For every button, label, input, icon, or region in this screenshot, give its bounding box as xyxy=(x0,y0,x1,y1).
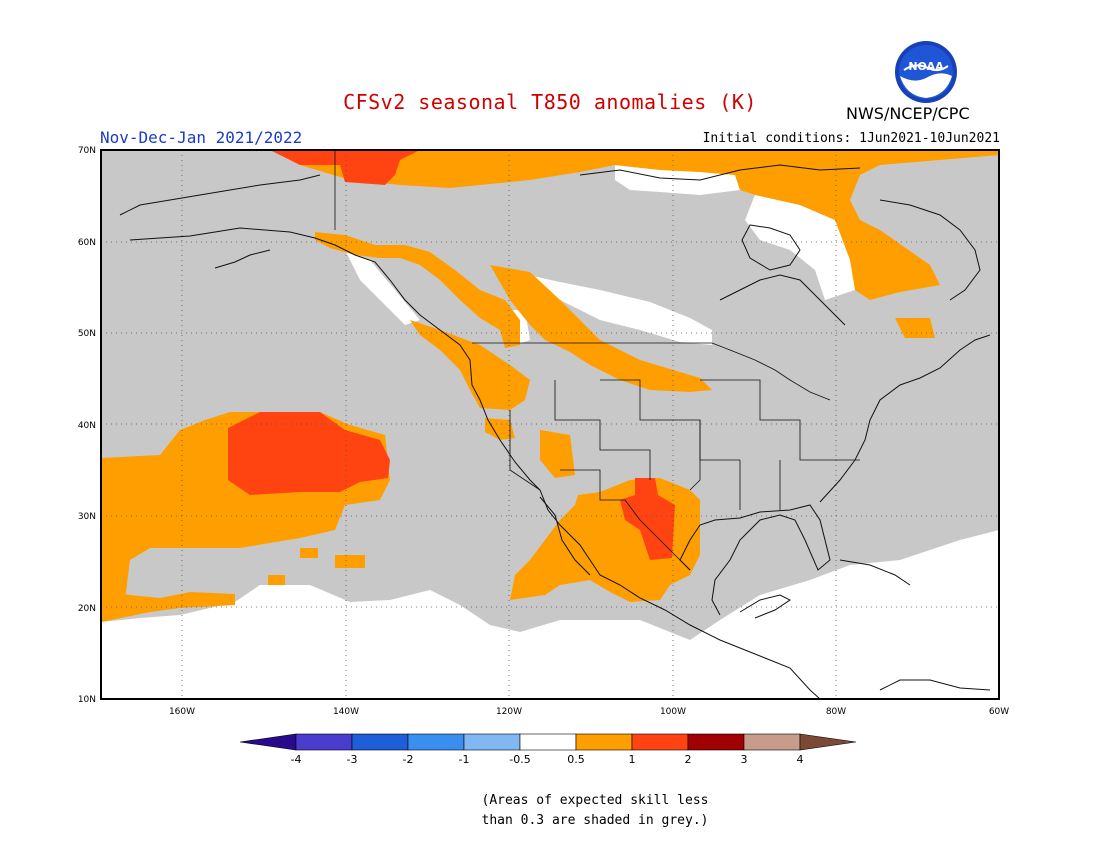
colorbar-label: -2 xyxy=(403,753,414,766)
colorbar-label: -1 xyxy=(459,753,470,766)
lat-ticks: 10N 20N 30N 40N 50N 60N 70N xyxy=(78,146,96,705)
skill-note-line1: (Areas of expected skill less xyxy=(481,793,709,808)
lat-tick-label: 60N xyxy=(78,238,96,248)
coastlines xyxy=(119,164,991,699)
anomaly-0p5-1-rockies xyxy=(490,265,712,392)
no-signal-region-hudson xyxy=(745,195,855,300)
colorbar-segment xyxy=(295,733,353,751)
no-signal-region-bc xyxy=(345,250,420,325)
colorbar-segment xyxy=(407,733,465,751)
colorbar-label: 3 xyxy=(741,753,748,766)
colorbar-label: 1 xyxy=(629,753,636,766)
colorbar-segment xyxy=(631,733,689,751)
anomaly-0p5-1-southwest xyxy=(485,418,515,440)
lon-tick-label: 120W xyxy=(496,707,522,717)
anomaly-0p5-1-small-b xyxy=(335,555,365,568)
map-frame xyxy=(100,149,1000,700)
lon-tick-label: 80W xyxy=(826,707,846,717)
anomaly-0p5-1-labrador xyxy=(895,318,935,338)
colorbar-segment xyxy=(463,733,521,751)
lat-tick-label: 70N xyxy=(78,146,96,156)
noaa-logo-icon: NOAA xyxy=(895,41,957,103)
colorbar-arrow-high xyxy=(799,733,857,751)
colorbar-segment xyxy=(519,733,577,751)
colorbar-label: -4 xyxy=(291,753,302,766)
colorbar-segment xyxy=(351,733,409,751)
lat-tick-label: 10N xyxy=(78,695,96,705)
anomaly-0p5-1-nevada xyxy=(540,430,575,478)
anomaly-1-2-texas xyxy=(620,478,675,560)
anomaly-0p5-1-small-a xyxy=(300,548,318,558)
lat-tick-label: 30N xyxy=(78,512,96,522)
chart-title: CFSv2 seasonal T850 anomalies (K) xyxy=(343,90,757,114)
anomaly-0p5-1-small-c xyxy=(268,575,285,585)
lon-tick-label: 60W xyxy=(989,707,1009,717)
anomaly-1-2-pacific xyxy=(228,412,390,495)
lat-tick-label: 50N xyxy=(78,329,96,339)
agency-label: NWS/NCEP/CPC xyxy=(846,104,970,123)
lon-tick-label: 100W xyxy=(660,707,686,717)
political-boundaries xyxy=(334,150,860,571)
lat-tick-label: 20N xyxy=(78,604,96,614)
skill-note: (Areas of expected skill less than 0.3 a… xyxy=(0,791,1100,831)
anomaly-1-2-arctic xyxy=(270,150,420,185)
colorbar-label: 0.5 xyxy=(567,753,585,766)
anomaly-0p5-1-pacific-south xyxy=(101,590,235,622)
no-signal-region-canada xyxy=(528,275,712,345)
logo-text: NOAA xyxy=(908,60,944,73)
anomaly-0p5-1-arctic xyxy=(270,150,999,300)
forecast-period: Nov-Dec-Jan 2021/2022 xyxy=(100,128,303,147)
colorbar-segment xyxy=(687,733,745,751)
colorbar-label: 2 xyxy=(685,753,692,766)
anomaly-0p5-1-west-coast xyxy=(315,232,520,348)
lon-ticks: 160W 140W 120W 100W 80W 60W xyxy=(169,707,1009,717)
colorbar-segment xyxy=(575,733,633,751)
colorbar-label: 4 xyxy=(797,753,804,766)
initial-conditions: Initial conditions: 1Jun2021-10Jun2021 xyxy=(702,131,1000,146)
colorbar-arrow-low xyxy=(239,733,297,751)
colorbar-label: -0.5 xyxy=(509,753,530,766)
lat-tick-label: 40N xyxy=(78,421,96,431)
lon-tick-label: 160W xyxy=(169,707,195,717)
skill-note-line2: than 0.3 are shaded in grey.) xyxy=(481,813,709,828)
colorbar: -4 -3 -2 -1 -0.5 0.5 1 2 3 4 xyxy=(239,733,857,766)
colorbar-segment xyxy=(743,733,801,751)
lon-tick-label: 140W xyxy=(333,707,359,717)
colorbar-label: -3 xyxy=(347,753,358,766)
no-signal-region-arctic xyxy=(615,165,740,195)
